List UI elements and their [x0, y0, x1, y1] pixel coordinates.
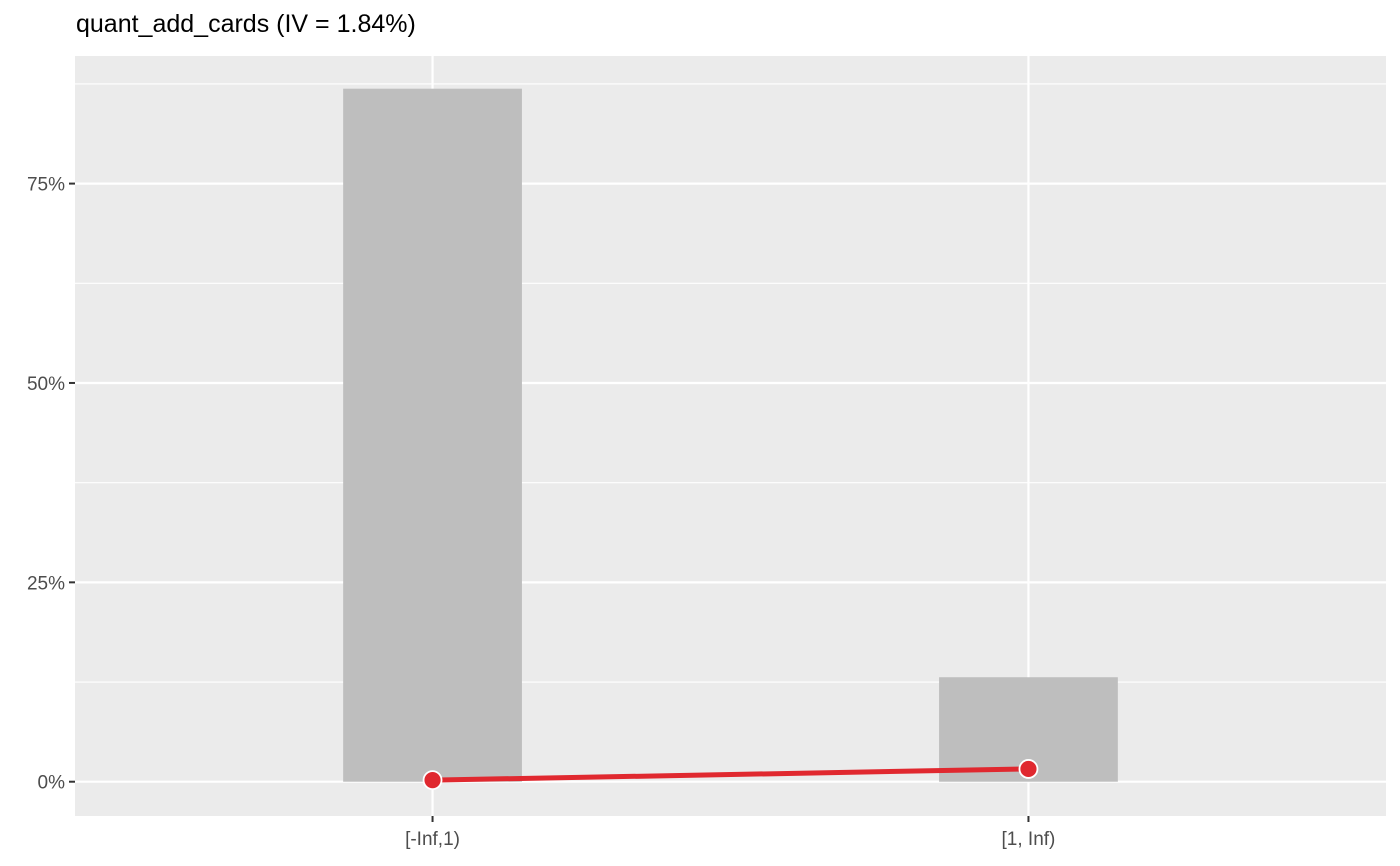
y-tick-label: 25% [27, 573, 65, 594]
x-tick-label: [-Inf,1) [405, 829, 460, 850]
y-tick-label: 50% [27, 374, 65, 395]
x-tick-label: [1, Inf) [1002, 829, 1056, 850]
bars [343, 88, 1118, 782]
bar [343, 88, 522, 782]
chart-title: quant_add_cards (IV = 1.84%) [76, 10, 416, 38]
line-path [432, 766, 1029, 783]
line-series [422, 759, 1039, 791]
minor-gridlines [75, 83, 1386, 683]
y-tick-label: 0% [38, 773, 66, 794]
y-axis: 0% 25% 50% 75% [27, 175, 75, 794]
line-point [422, 770, 443, 791]
plot-panel [75, 56, 1386, 816]
x-axis: [-Inf,1) [1, Inf) [405, 816, 1055, 850]
line-point [1018, 759, 1039, 779]
y-tick-label: 75% [27, 175, 65, 196]
